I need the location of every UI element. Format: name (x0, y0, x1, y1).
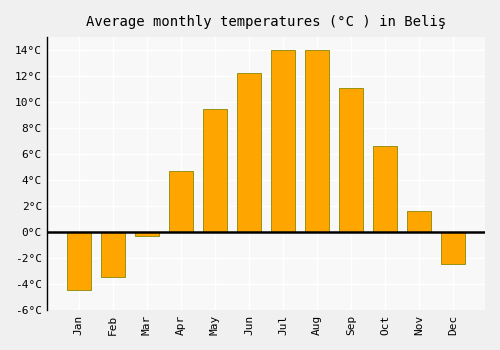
Bar (407, 211, 431, 232)
Bar (373, 146, 397, 232)
Bar (237, 74, 261, 232)
Bar (203, 108, 227, 232)
Bar (135, 232, 158, 236)
Bar (101, 232, 124, 278)
Bar (169, 171, 192, 232)
Bar (305, 50, 329, 232)
Title: Average monthly temperatures (°C ) in Beliş: Average monthly temperatures (°C ) in Be… (86, 15, 446, 29)
Bar (67, 232, 90, 290)
Bar (442, 232, 465, 265)
Bar (271, 50, 295, 232)
Bar (339, 88, 363, 232)
